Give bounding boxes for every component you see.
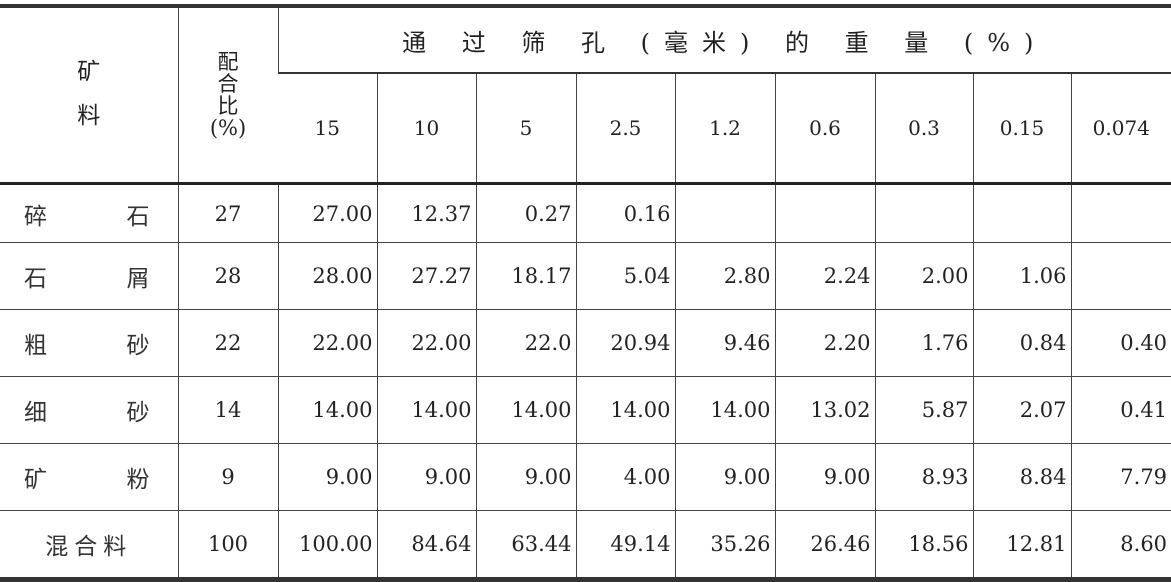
passing-value: 12.81 [972,510,1071,580]
passing-value: 26.46 [774,510,875,580]
mix-ratio: 27 [177,182,278,243]
passing-value: 28.00 [277,242,377,310]
passing-value: 0.40 [1070,309,1171,377]
mix-ratio: 28 [177,242,278,310]
table-row: 石 屑 28 28.00 27.27 18.17 5.04 2.80 2.24 2.00 1.06 [0,242,1171,310]
passing-value: 13.02 [774,376,875,444]
passing-value: 14.00 [674,376,775,444]
material-name: 碎 石 [0,182,178,243]
table-row: 混合料 100 100.00 84.64 63.44 49.14 35.26 26.46 18.… [0,510,1171,580]
material-header: 矿料 [77,59,101,129]
sieve-size-header: 0.15 [972,73,1071,184]
table-row: 细 砂 14 14.00 14.00 14.00 14.00 14.00 13.02 5.87 2… [0,376,1171,444]
passing-value: 0.27 [475,182,576,243]
passing-value: 9.46 [674,309,775,377]
passing-value: 14.00 [277,376,377,444]
sieve-size-header: 0.074 [1070,73,1171,184]
passing-value: 0.41 [1070,376,1171,444]
sieve-size-header: 5 [475,73,576,184]
passing-value: 49.14 [575,510,675,580]
passing-value [1070,182,1171,243]
mix-ratio: 100 [177,510,278,580]
passing-value: 14.00 [575,376,675,444]
passing-value: 22.0 [475,309,576,377]
passing-value: 2.24 [774,242,875,310]
passing-value: 2.80 [674,242,775,310]
passing-value: 8.84 [972,443,1071,511]
passing-value: 1.76 [874,309,973,377]
passing-value [774,182,875,243]
passing-value: 35.26 [674,510,775,580]
passing-value: 27.27 [376,242,476,310]
material-name: 混合料 [0,510,178,580]
passing-value: 84.64 [376,510,476,580]
passing-value: 100.00 [277,510,377,580]
material-name: 细 砂 [0,376,178,444]
material-name: 矿 粉 [0,443,178,511]
passing-value: 0.84 [972,309,1071,377]
table-row: 矿 粉 9 9.00 9.00 9.00 4.00 9.00 9.00 8.93 8.84 7.79 [0,443,1171,511]
passing-value: 12.37 [376,182,476,243]
sieve-size-header: 1.2 [674,73,775,184]
passing-value: 2.07 [972,376,1071,444]
passing-value: 14.00 [376,376,476,444]
passing-value: 27.00 [277,182,377,243]
passing-value: 22.00 [376,309,476,377]
table-row: 粗 砂 22 22.00 22.00 22.0 20.94 9.46 2.20 1.76 0.84… [0,309,1171,377]
passing-value: 8.93 [874,443,973,511]
passing-value: 5.87 [874,376,973,444]
passing-value: 14.00 [475,376,576,444]
passing-value: 8.60 [1070,510,1171,580]
passing-value: 2.00 [874,242,973,310]
material-name: 石 屑 [0,242,178,310]
sieve-size-header: 10 [376,73,476,184]
passing-value: 7.79 [1070,443,1171,511]
mix-ratio: 14 [177,376,278,444]
passing-value: 18.56 [874,510,973,580]
passing-value: 22.00 [277,309,377,377]
passing-value [1070,242,1171,310]
passing-value: 9.00 [674,443,775,511]
passing-value: 63.44 [475,510,576,580]
passing-value: 9.00 [277,443,377,511]
sieve-size-header: 0.6 [774,73,875,184]
passing-value: 2.20 [774,309,875,377]
passing-title: 通 过 筛 孔 (毫米) 的 重 量 (%) [277,6,1171,74]
mix-ratio: 9 [177,443,278,511]
sieve-size-header: 15 [314,116,340,140]
passing-value [874,182,973,243]
passing-value: 9.00 [774,443,875,511]
passing-value [674,182,775,243]
sieve-size-header: 0.3 [874,73,973,184]
passing-value: 0.16 [575,182,675,243]
passing-value: 4.00 [575,443,675,511]
sieve-size-header: 2.5 [575,73,675,184]
passing-value: 1.06 [972,242,1071,310]
passing-value: 18.17 [475,242,576,310]
mix-ratio: 22 [177,309,278,377]
passing-value: 5.04 [575,242,675,310]
gradation-table: 矿料 配合比 (%) 通 过 筛 孔 (毫米) 的 重 量 (%) 15 10 5 2.… [0,4,1171,582]
passing-value: 9.00 [475,443,576,511]
material-name: 粗 砂 [0,309,178,377]
passing-value: 9.00 [376,443,476,511]
passing-value [972,182,1071,243]
ratio-header: 配合比 (%) [177,6,278,184]
table-row: 碎 石 27 27.00 12.37 0.27 0.16 [0,182,1171,243]
passing-value: 20.94 [575,309,675,377]
